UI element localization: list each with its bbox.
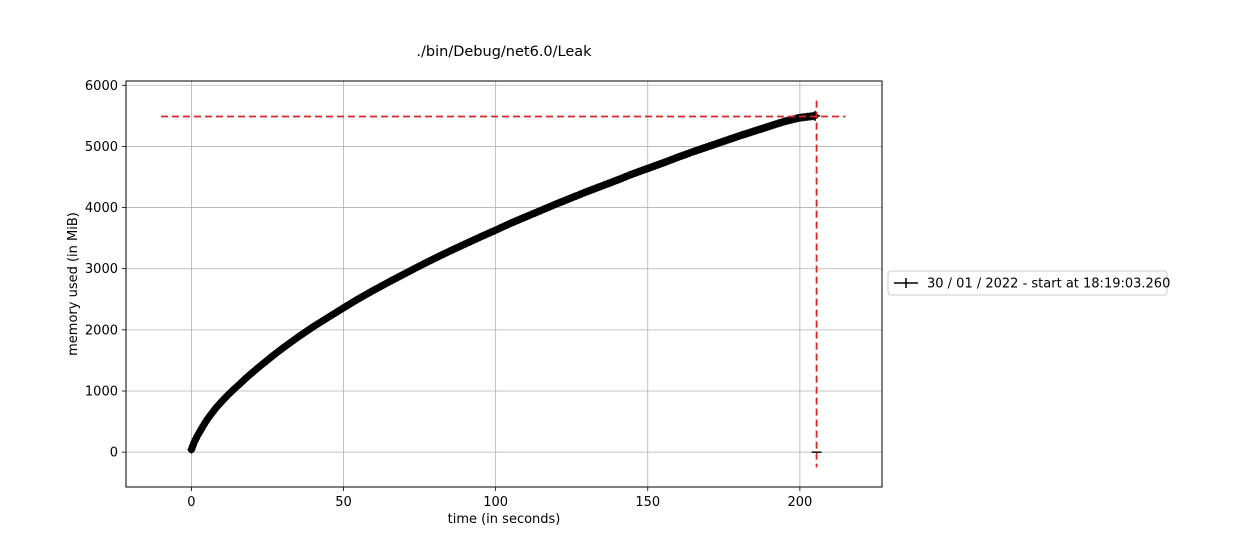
plot-area — [187, 110, 821, 454]
y-tick-label: 1000 — [85, 385, 118, 400]
legend-box — [887, 270, 1168, 296]
y-tick-label: 5000 — [85, 140, 118, 155]
x-axis-ticks: 0 50 100 150 200 — [187, 487, 812, 510]
data-point — [188, 441, 197, 450]
x-tick-label: 100 — [483, 495, 508, 510]
x-tick-label: 150 — [635, 495, 660, 510]
y-tick-label: 0 — [110, 446, 118, 461]
chart-title: ./bin/Debug/net6.0/Leak — [416, 44, 592, 60]
data-point — [187, 445, 196, 454]
x-tick-label: 0 — [187, 495, 195, 510]
series-line — [187, 112, 819, 454]
plot-frame — [125, 80, 883, 488]
y-tick-label: 3000 — [85, 262, 118, 277]
reference-lines — [160, 100, 846, 468]
x-axis-label: time (in seconds) — [448, 512, 561, 527]
legend: 30 / 01 / 2022 - start at 18:19:03.260 — [887, 270, 1170, 296]
legend-entry-label: 30 / 01 / 2022 - start at 18:19:03.260 — [927, 277, 1170, 292]
y-tick-label: 4000 — [85, 201, 118, 216]
y-axis-label: memory used (in MiB) — [66, 212, 81, 356]
y-tick-label: 6000 — [85, 79, 118, 94]
x-tick-label: 200 — [787, 495, 812, 510]
y-axis-ticks: 0 1000 2000 3000 4000 5000 6000 — [85, 79, 126, 461]
x-tick-label: 50 — [335, 495, 352, 510]
grid — [126, 81, 882, 487]
y-tick-label: 2000 — [85, 323, 118, 338]
